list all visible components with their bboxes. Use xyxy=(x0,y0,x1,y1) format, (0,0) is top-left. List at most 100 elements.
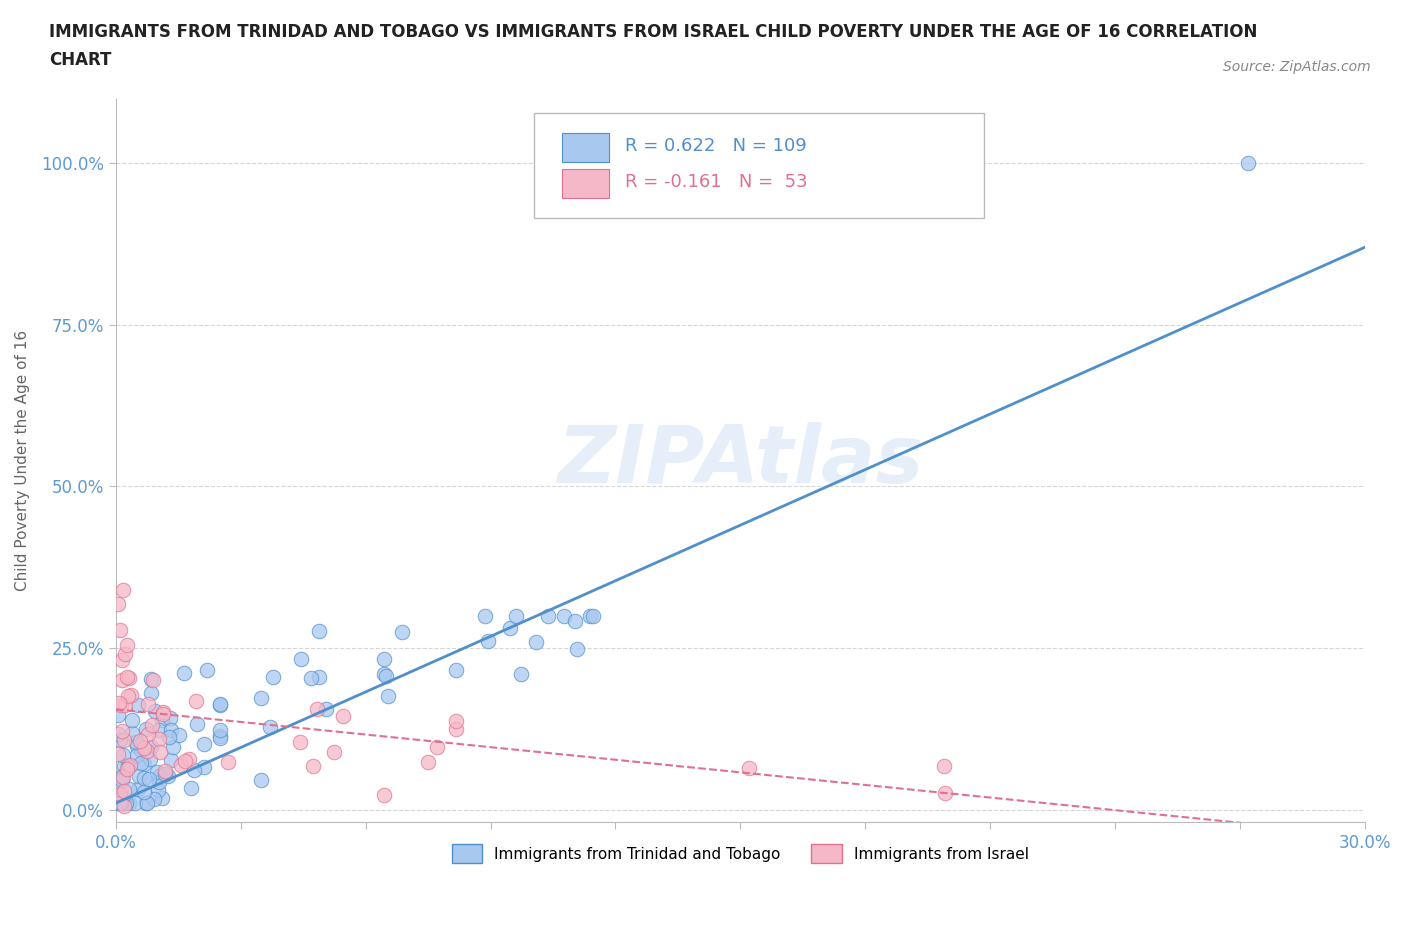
Text: R = 0.622   N = 109: R = 0.622 N = 109 xyxy=(626,137,807,154)
Point xyxy=(111,790,134,805)
Point xyxy=(132,771,155,786)
Point xyxy=(259,720,281,735)
Text: ZIPAtlas: ZIPAtlas xyxy=(557,421,924,499)
FancyBboxPatch shape xyxy=(534,113,984,219)
Point xyxy=(474,608,496,623)
Point xyxy=(444,713,467,728)
Point xyxy=(208,697,231,711)
Point xyxy=(136,726,159,741)
Point xyxy=(565,642,588,657)
Point xyxy=(323,745,346,760)
Point xyxy=(112,799,135,814)
Point xyxy=(111,773,134,788)
Point xyxy=(115,795,138,810)
Point xyxy=(162,739,184,754)
Point xyxy=(208,728,231,743)
Point xyxy=(155,764,177,778)
Point xyxy=(107,774,129,789)
Point xyxy=(308,624,330,639)
Point xyxy=(125,739,148,754)
Point xyxy=(416,755,439,770)
Point xyxy=(107,596,129,611)
Point xyxy=(160,723,183,737)
Point xyxy=(135,795,157,810)
Point xyxy=(125,748,148,763)
Point xyxy=(148,775,170,790)
Point xyxy=(195,663,218,678)
Point xyxy=(738,761,761,776)
Point xyxy=(174,753,197,768)
Point xyxy=(299,671,322,685)
Point xyxy=(112,758,135,773)
Point xyxy=(112,732,135,747)
Point xyxy=(141,717,163,732)
Point xyxy=(108,733,131,748)
Point xyxy=(136,795,159,810)
Point xyxy=(934,786,956,801)
Point xyxy=(208,698,231,712)
Point xyxy=(115,761,138,776)
Point xyxy=(142,791,165,806)
Point xyxy=(127,698,149,712)
Point xyxy=(136,744,159,759)
Point xyxy=(108,696,131,711)
Point xyxy=(111,769,134,784)
Point xyxy=(208,722,231,737)
Point xyxy=(932,759,955,774)
Point xyxy=(477,633,499,648)
Point xyxy=(146,764,169,779)
Point xyxy=(170,758,193,773)
Point xyxy=(193,737,215,751)
Point xyxy=(315,702,337,717)
Point xyxy=(143,703,166,718)
Point xyxy=(150,712,173,727)
Point xyxy=(262,670,284,684)
Point xyxy=(250,690,273,705)
Point xyxy=(114,698,136,712)
Point xyxy=(524,635,547,650)
Point xyxy=(290,735,312,750)
Point xyxy=(141,671,163,686)
Point xyxy=(217,754,239,769)
Point xyxy=(1237,156,1260,171)
Point xyxy=(141,685,163,700)
Point xyxy=(180,780,202,795)
Point xyxy=(553,608,575,623)
Point xyxy=(159,711,181,725)
Point xyxy=(111,653,134,668)
Point xyxy=(290,651,312,666)
Point xyxy=(124,795,146,810)
Point xyxy=(117,758,139,773)
Point xyxy=(579,608,602,623)
Y-axis label: Child Poverty Under the Age of 16: Child Poverty Under the Age of 16 xyxy=(15,330,30,591)
Point xyxy=(134,740,156,755)
Point xyxy=(148,732,170,747)
Point xyxy=(373,666,395,681)
Point xyxy=(193,760,215,775)
FancyBboxPatch shape xyxy=(562,169,609,198)
Point xyxy=(132,757,155,772)
Point xyxy=(114,646,136,661)
Point xyxy=(446,722,468,737)
Point xyxy=(127,781,149,796)
Point xyxy=(173,666,195,681)
Point xyxy=(118,757,141,772)
Point xyxy=(505,608,527,623)
Point xyxy=(152,705,174,720)
Point xyxy=(186,717,208,732)
Point xyxy=(112,582,135,597)
Point xyxy=(117,795,139,810)
Point xyxy=(374,669,396,684)
Point xyxy=(120,687,142,702)
Point xyxy=(129,742,152,757)
Point xyxy=(377,688,399,703)
Point xyxy=(121,712,143,727)
Point xyxy=(108,787,131,802)
Point xyxy=(118,671,141,685)
Point xyxy=(153,767,176,782)
Point xyxy=(110,795,132,810)
Point xyxy=(308,670,330,684)
Point xyxy=(167,727,190,742)
Point xyxy=(148,723,170,737)
Point xyxy=(129,756,152,771)
